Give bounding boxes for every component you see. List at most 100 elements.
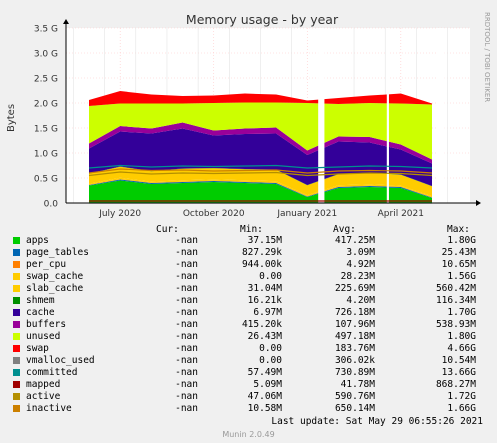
legend-row: inactive -nan 10.58M 650.14M 1.66G [12,403,490,415]
legend-swatch [13,309,20,316]
legend-min: 16.21k [247,295,282,306]
area-swap [89,91,432,107]
legend-swatch [13,369,20,376]
no-data-gap [386,28,389,203]
line-committed [88,164,433,169]
legend-avg: 41.78M [340,379,375,390]
legend-min: 0.00 [259,343,282,354]
legend-row: committed -nan 57.49M 730.89M 13.66G [12,367,490,379]
legend-cur: -nan [175,247,198,258]
legend-max: 868.27M [435,379,476,390]
axes [63,19,481,206]
legend-cur: -nan [175,331,198,342]
legend-avg: 3.09M [346,247,375,258]
legend-name: apps [26,235,49,246]
legend-swatch [13,237,20,244]
legend-avg: 726.18M [334,307,375,318]
data-gaps [318,28,445,203]
area-apps [89,180,432,203]
legend-swatch [13,321,20,328]
legend-avg: 107.96M [334,319,375,330]
legend-min: 415.20k [241,319,282,330]
legend-name: swap_cache [26,271,84,282]
line-active [88,171,433,177]
legend-max: 538.93M [435,319,476,330]
legend-swatch [13,333,20,340]
legend-min: 26.43M [247,331,282,342]
legend-avg: 497.18M [334,331,375,342]
y-tick-label: 3.5 G [34,25,58,35]
legend-row: cache -nan 6.97M 726.18M 1.70G [12,307,490,319]
rrdtool-credit: RRDTOOL / TOBI OETIKER [483,12,491,102]
legend-min: 47.06M [247,391,282,402]
legend-name: vmalloc_used [26,355,95,366]
legend-swatch [13,285,20,292]
y-axis-label: Bytes [6,104,17,132]
legend-avg: 306.02k [334,355,375,366]
legend-cur: -nan [175,307,198,318]
legend-row: unused -nan 26.43M 497.18M 1.80G [12,331,490,343]
legend-row: swap -nan 0.00 183.76M 4.66G [12,343,490,355]
legend-cur: -nan [175,355,198,366]
y-tick-label: 0.0 [44,200,59,210]
legend-swatch [13,393,20,400]
legend-row: shmem -nan 16.21k 4.20M 116.34M [12,295,490,307]
legend-max: 25.43M [441,247,476,258]
legend-cur: -nan [175,379,198,390]
x-tick-label: April 2021 [378,209,424,219]
legend-avg: 4.20M [346,295,375,306]
legend-header-min: Min: [240,224,263,235]
legend-avg: 650.14M [334,403,375,414]
legend-name: buffers [26,319,67,330]
legend-swatch [13,357,20,364]
legend-min: 6.97M [253,307,282,318]
area-page-tables [89,179,432,198]
legend-name: mapped [26,379,61,390]
legend-cur: -nan [175,235,198,246]
legend-name: unused [26,331,61,342]
legend-avg: 730.89M [334,367,375,378]
legend-min: 37.15M [247,235,282,246]
legend-max: 1.72G [447,391,476,402]
legend-max: 4.66G [447,343,476,354]
legend-avg: 183.76M [334,343,375,354]
legend-min: 0.00 [259,355,282,366]
legend-name: swap [26,343,49,354]
legend-name: slab_cache [26,283,84,294]
y-tick-labels: 0.0 0.5 G 1.0 G 1.5 G 2.0 G 2.5 G 3.0 G 3.5 G [34,25,58,210]
legend-row: slab_cache -nan 31.04M 225.69M 560.42M [12,283,490,295]
legend-row: per_cpu -nan 944.00k 4.92M 10.65M [12,259,490,271]
no-data-gap [318,28,325,203]
legend-avg: 4.92M [346,259,375,270]
legend-max: 1.56G [447,271,476,282]
x-tick-label: October 2020 [183,209,245,219]
legend-avg: 28.23M [340,271,375,282]
legend-name: active [26,391,61,402]
legend-name: cache [26,307,55,318]
legend-cur: -nan [175,271,198,282]
legend-max: 13.66G [441,367,476,378]
legend-row: active -nan 47.06M 590.76M 1.72G [12,391,490,403]
legend-min: 827.29k [241,247,282,258]
legend-header-avg: Avg: [333,224,356,235]
legend-max: 1.80G [447,235,476,246]
legend-row: swap_cache -nan 0.00 28.23M 1.56G [12,271,490,283]
no-data-gap [436,28,445,203]
area-unused [89,102,432,160]
legend-name: page_tables [26,247,89,258]
legend-swatch [13,405,20,412]
legend-max: 116.34M [435,295,476,306]
legend-swatch [13,345,20,352]
stacked-areas [89,91,432,203]
legend-cur: -nan [175,283,198,294]
legend-row: buffers -nan 415.20k 107.96M 538.93M [12,319,490,331]
legend-min: 0.00 [259,271,282,282]
legend-cur: -nan [175,319,198,330]
legend-swatch [13,261,20,268]
chart-title: Memory usage - by year [186,12,339,27]
memory-chart: 0.0 0.5 G 1.0 G 1.5 G 2.0 G 2.5 G 3.0 G 3.5 G J… [6,12,491,219]
legend-avg: 417.25M [334,235,375,246]
legend-max: 10.65M [441,259,476,270]
legend-min: 31.04M [247,283,282,294]
y-tick-label: 1.0 G [34,150,58,160]
